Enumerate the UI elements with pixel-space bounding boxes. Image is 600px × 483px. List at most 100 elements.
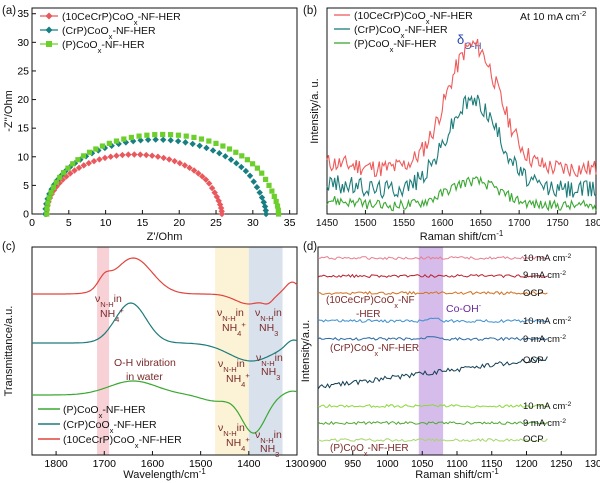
data-point (48, 189, 54, 196)
data-point (205, 180, 213, 187)
data-point (61, 170, 67, 176)
data-point (239, 153, 245, 159)
x-tick-label-d: 1050 (411, 459, 434, 470)
data-point (152, 132, 158, 138)
y-tick-label-a: 0 (23, 209, 29, 221)
data-point (174, 137, 182, 145)
data-point (106, 140, 112, 146)
x-tick-label-c: 1700 (93, 458, 117, 470)
series-label-d: 10 mA cm-2 (523, 253, 572, 265)
series-b-2 (326, 175, 597, 212)
x-tick-label-c: 1500 (189, 458, 213, 470)
data-point (242, 167, 250, 175)
annot-c-nh3-2: NH3 (261, 366, 280, 382)
panel-b-xlabel: Raman shift/cm-1 (420, 229, 504, 244)
data-point (160, 131, 166, 138)
x-tick-label-1: 1750 (546, 218, 569, 229)
panel-a-label: (a) (2, 5, 16, 17)
legend-marker-a (45, 12, 53, 20)
series-label-d: 9 mA cm-2 (523, 270, 566, 282)
series-label-d: OCP (523, 355, 544, 366)
legend-label-b: (P)CoOx-NF-HER (354, 38, 437, 54)
data-point (101, 154, 109, 162)
data-point (99, 143, 106, 149)
data-point (93, 146, 99, 152)
data-point (250, 178, 257, 185)
data-point (175, 132, 182, 138)
data-point (70, 161, 76, 167)
data-point (222, 153, 229, 160)
panel-b-label: (b) (303, 5, 317, 17)
series-d-1 (317, 273, 548, 279)
panel-c-axes (31, 246, 298, 456)
group-label-d-3: (P)CoOx-NF-HER (330, 443, 409, 458)
y-tick-label-a: 10 (17, 151, 29, 163)
data-point (262, 176, 269, 182)
legend-label-c: (CrP)CoOx-NF-HER (63, 419, 157, 435)
data-point (244, 157, 250, 163)
data-point (131, 151, 138, 158)
data-point (65, 165, 71, 171)
x-tick-label-1: 1500 (354, 218, 377, 229)
data-point (56, 179, 63, 187)
annot-c-oh2: in water (126, 371, 163, 383)
data-point (80, 153, 87, 159)
data-point (183, 133, 189, 139)
annot-c-nh4-1: NH4+ (100, 306, 124, 324)
x-tick-label-d: 1150 (481, 459, 503, 470)
data-point (167, 137, 174, 144)
panel-d-label: (d) (303, 241, 317, 253)
data-point (226, 146, 233, 152)
data-point (148, 152, 156, 159)
data-point (167, 132, 174, 138)
y-tick-label-a: 25 (17, 65, 29, 77)
band-c-1 (215, 247, 249, 455)
data-point (53, 179, 59, 185)
x-tick-label-a: 15 (137, 217, 149, 229)
data-point (216, 150, 223, 157)
x-tick-label-a: 30 (247, 217, 259, 229)
group-label-d-1b: -HER (356, 309, 380, 320)
panel-a-xlabel: Z'/Ohm (147, 231, 183, 243)
series-d-3 (317, 317, 548, 323)
legend-label-b: (10CeCrP)CoOx-NF-HER (354, 10, 473, 26)
data-point (121, 136, 127, 142)
data-point (262, 207, 270, 214)
legend-label-b: (CrP)CoOx-NF-HER (354, 24, 448, 40)
series-c-crp (32, 302, 298, 362)
series-b-0 (326, 38, 597, 178)
annot-c-nu1: νN-Hin (95, 293, 122, 309)
x-tick-label-a: 5 (66, 217, 72, 229)
band-c-2 (248, 247, 283, 455)
panel-a-axes (31, 7, 298, 215)
series-d-4 (317, 336, 548, 342)
data-point (213, 140, 219, 146)
data-point (253, 184, 261, 191)
legend-label-a: (10CeCrP)CoOx-NF-HER (62, 11, 181, 27)
series-d-6 (317, 403, 548, 408)
x-tick-label-d: 1200 (515, 459, 538, 470)
data-point (136, 133, 142, 139)
data-point (86, 149, 93, 155)
data-point (96, 156, 103, 163)
data-point (233, 160, 240, 167)
legend-label-a: (P)CoOx-NF-HER (62, 39, 145, 55)
data-point (80, 162, 88, 169)
series-d-2 (317, 290, 548, 296)
data-point (249, 161, 256, 167)
x-tick-label-c: 1400 (237, 458, 261, 470)
annot-c-nu2: νN-Hin (217, 307, 244, 323)
data-point (195, 170, 202, 177)
x-tick-label-c: 1600 (141, 458, 165, 470)
band-label-d: Co-OH- (446, 301, 482, 316)
data-point (46, 195, 52, 201)
data-point (144, 136, 152, 143)
series-c-10cecrp (32, 257, 298, 305)
x-tick-label-1: 1650 (470, 218, 493, 229)
data-point (152, 136, 159, 143)
data-point (209, 147, 217, 154)
data-point (44, 205, 50, 212)
data-point (218, 210, 226, 218)
data-point (238, 163, 245, 171)
